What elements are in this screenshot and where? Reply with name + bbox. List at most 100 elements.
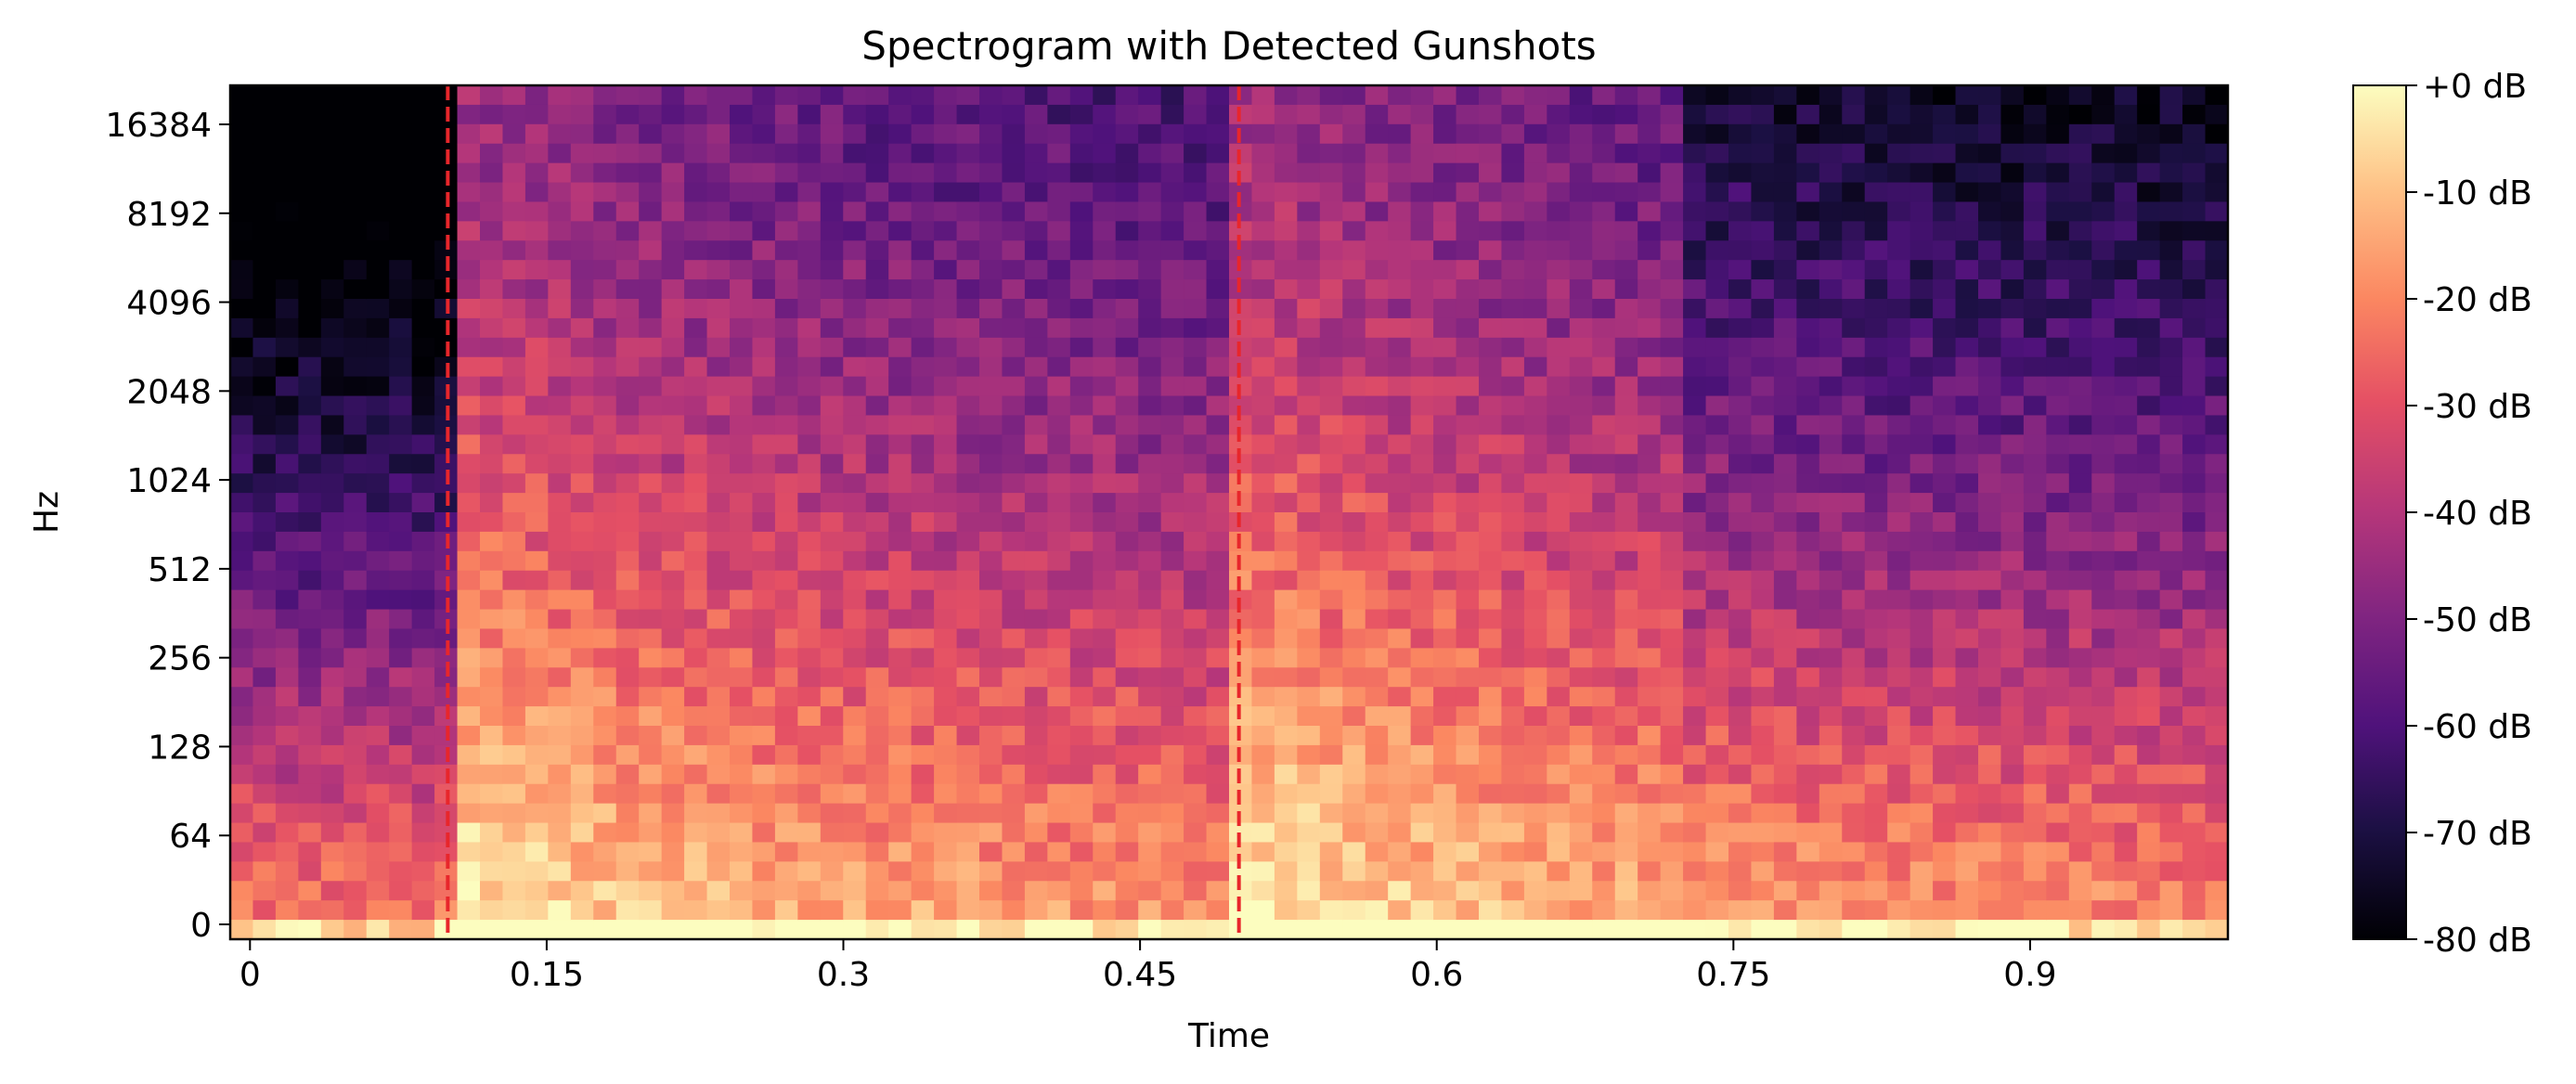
spectrogram-cell (1865, 473, 1888, 494)
spectrogram-cell (684, 784, 707, 805)
spectrogram-cell (1342, 687, 1366, 707)
spectrogram-cell (1070, 804, 1094, 824)
spectrogram-cell (1138, 201, 1161, 222)
spectrogram-cell (412, 260, 435, 280)
spectrogram-cell (752, 415, 775, 435)
spectrogram-cell (2000, 590, 2024, 611)
spectrogram-cell (2182, 648, 2206, 668)
spectrogram-cell (2091, 842, 2115, 862)
spectrogram-cell (593, 144, 616, 164)
spectrogram-cell (1819, 687, 1843, 707)
spectrogram-cell (389, 804, 412, 824)
spectrogram-cell (1501, 571, 1524, 591)
spectrogram-cell (1320, 434, 1343, 455)
spectrogram-cell (252, 85, 276, 106)
spectrogram-cell (843, 279, 866, 300)
spectrogram-cell (1638, 861, 1661, 882)
spectrogram-cell (2182, 551, 2206, 572)
spectrogram-cell (1570, 667, 1593, 688)
spectrogram-cell (1819, 765, 1843, 785)
spectrogram-cell (1570, 628, 1593, 649)
spectrogram-cell (1819, 667, 1843, 688)
spectrogram-cell (1661, 667, 1684, 688)
spectrogram-cell (1002, 221, 1025, 241)
spectrogram-cell (2137, 240, 2160, 261)
spectrogram-cell (276, 745, 299, 766)
spectrogram-cell (684, 765, 707, 785)
spectrogram-cell (2091, 454, 2115, 474)
spectrogram-cell (616, 667, 640, 688)
spectrogram-cell (1638, 124, 1661, 145)
spectrogram-cell (1251, 687, 1275, 707)
spectrogram-cell (957, 473, 980, 494)
spectrogram-cell (1161, 415, 1184, 435)
spectrogram-cell (1002, 357, 1025, 378)
spectrogram-cell (2069, 804, 2092, 824)
spectrogram-cell (888, 532, 912, 552)
spectrogram-cell (1910, 512, 1934, 533)
spectrogram-cell (367, 706, 390, 727)
spectrogram-cell (707, 493, 731, 513)
spectrogram-cell (571, 299, 594, 319)
spectrogram-cell (2046, 105, 2069, 125)
spectrogram-cell (662, 861, 685, 882)
x-tick-label: 0 (239, 956, 261, 994)
spectrogram-cell (934, 240, 957, 261)
spectrogram-cell (1638, 183, 1661, 203)
spectrogram-cell (639, 571, 662, 591)
spectrogram-cell (1025, 338, 1048, 358)
spectrogram-cell (616, 706, 640, 727)
spectrogram-cell (1910, 784, 1934, 805)
spectrogram-cell (1751, 765, 1774, 785)
spectrogram-cell (2182, 85, 2206, 106)
spectrogram-cell (1161, 338, 1184, 358)
spectrogram-cell (707, 512, 731, 533)
spectrogram-cell (1570, 532, 1593, 552)
spectrogram-cell (1956, 473, 1979, 494)
spectrogram-cell (1433, 745, 1456, 766)
spectrogram-cell (1661, 804, 1684, 824)
spectrogram-cell (1615, 473, 1638, 494)
spectrogram-cell (1342, 823, 1366, 844)
spectrogram-cell (1819, 240, 1843, 261)
spectrogram-cell (458, 221, 481, 241)
x-tick-label: 0.75 (1696, 956, 1770, 994)
spectrogram-cell (1706, 687, 1729, 707)
spectrogram-cell (1342, 667, 1366, 688)
spectrogram-cell (1842, 163, 1865, 184)
spectrogram-cell (1774, 221, 1797, 241)
spectrogram-cell (1184, 240, 1207, 261)
spectrogram-cell (1342, 105, 1366, 125)
spectrogram-cell (1207, 610, 1230, 630)
spectrogram-cell (866, 493, 889, 513)
spectrogram-cell (821, 144, 844, 164)
spectrogram-cell (662, 571, 685, 591)
spectrogram-cell (548, 493, 571, 513)
spectrogram-cell (1865, 765, 1888, 785)
spectrogram-cell (1070, 240, 1094, 261)
spectrogram-cell (934, 551, 957, 572)
spectrogram-cell (775, 687, 798, 707)
spectrogram-cell (321, 279, 344, 300)
spectrogram-cell (1116, 881, 1139, 901)
spectrogram-cell (1093, 804, 1116, 824)
spectrogram-cell (1728, 338, 1752, 358)
spectrogram-cell (1411, 590, 1434, 611)
spectrogram-cell (1138, 551, 1161, 572)
spectrogram-cell (252, 377, 276, 397)
spectrogram-cell (843, 687, 866, 707)
spectrogram-cell (1547, 687, 1570, 707)
spectrogram-cell (1978, 512, 2001, 533)
spectrogram-cell (1116, 784, 1139, 805)
spectrogram-cell (1819, 493, 1843, 513)
spectrogram-cell (1342, 648, 1366, 668)
spectrogram-cell (616, 434, 640, 455)
spectrogram-cell (1842, 396, 1865, 417)
spectrogram-cell (548, 861, 571, 882)
spectrogram-cell (2206, 881, 2229, 901)
spectrogram-cell (1978, 667, 2001, 688)
spectrogram-cell (458, 823, 481, 844)
spectrogram-cell (1683, 706, 1706, 727)
spectrogram-cell (1774, 551, 1797, 572)
spectrogram-cell (1638, 318, 1661, 339)
